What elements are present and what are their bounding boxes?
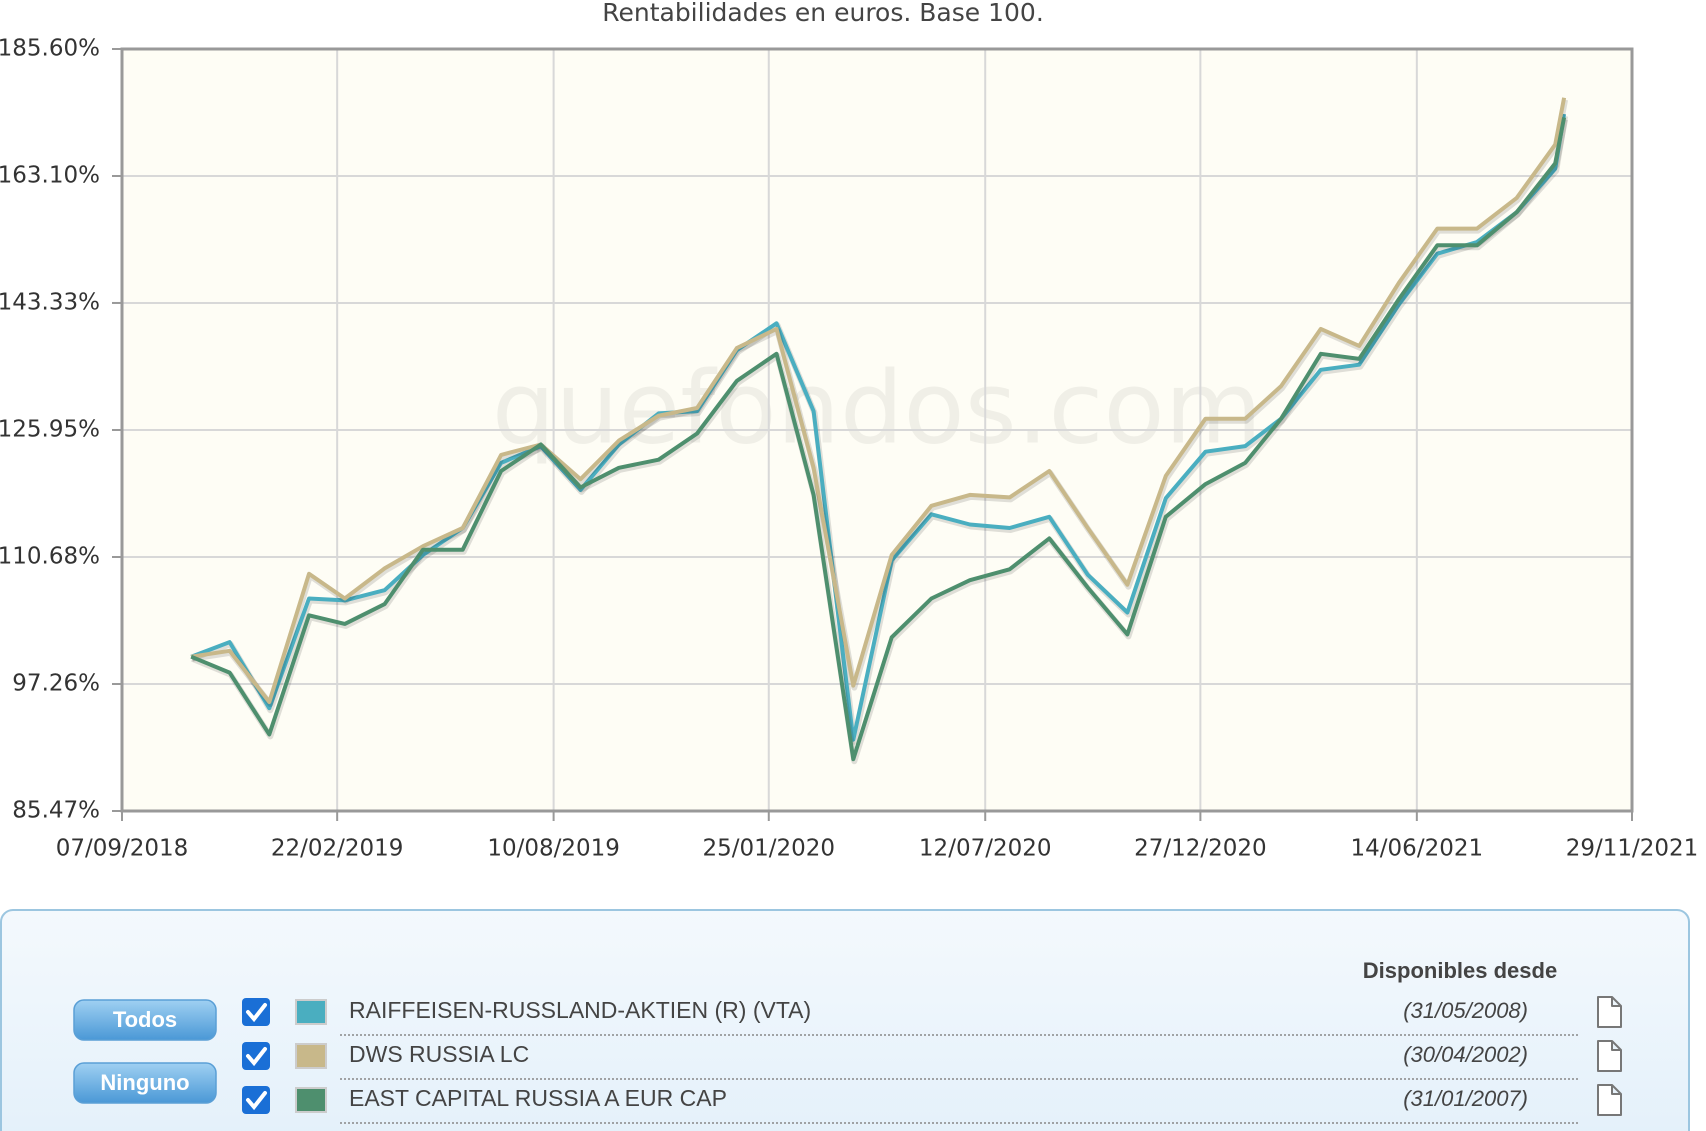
y-tick-label: 97.26%: [12, 671, 100, 697]
x-tick-label: 22/02/2019: [271, 836, 404, 862]
chart-title: Rentabilidades en euros. Base 100.: [602, 0, 1044, 27]
legend-swatch: [295, 999, 327, 1025]
plot-border: [120, 47, 1634, 813]
checkbox-tick[interactable]: [246, 1091, 267, 1111]
checkbox[interactable]: [242, 1042, 270, 1070]
x-tick-label: 10/08/2019: [487, 836, 620, 862]
x-tick-label: 07/09/2018: [56, 836, 189, 862]
legend-label: EAST CAPITAL RUSSIA A EUR CAP: [349, 1085, 727, 1111]
checkbox-tick[interactable]: [246, 1047, 267, 1067]
y-tick-label: 110.68%: [0, 543, 100, 569]
since-date: (31/01/2007): [1403, 1086, 1528, 1111]
x-tick-label: 25/01/2020: [702, 836, 835, 862]
legend-panel: [0, 909, 1690, 1131]
legend-header: Disponibles desde: [1363, 958, 1557, 983]
y-tick-label: 163.10%: [0, 162, 100, 188]
button-label[interactable]: Todos: [113, 1007, 177, 1032]
legend-swatch: [295, 1043, 327, 1069]
checkbox[interactable]: [242, 1086, 270, 1114]
series-line: [190, 97, 1567, 704]
y-tick-label: 143.33%: [0, 289, 100, 315]
x-tick-label: 29/11/2021: [1566, 836, 1699, 862]
checkbox-tick[interactable]: [246, 1003, 267, 1023]
button-label[interactable]: Ninguno: [100, 1070, 189, 1095]
y-tick-label: 185.60%: [0, 36, 100, 62]
doc-icon[interactable]: [1597, 1040, 1622, 1072]
checkbox[interactable]: [242, 998, 270, 1026]
doc-icon[interactable]: [1597, 1084, 1622, 1116]
y-tick-label: 85.47%: [12, 798, 100, 824]
button[interactable]: Todos: [73, 999, 217, 1041]
x-tick-label: 27/12/2020: [1134, 836, 1267, 862]
y-tick-label: 125.95%: [0, 416, 100, 442]
watermark: quefondos.com: [492, 349, 1262, 466]
since-date: (31/05/2008): [1403, 998, 1528, 1023]
legend-label: DWS RUSSIA LC: [349, 1041, 529, 1067]
button-bg[interactable]: [73, 999, 217, 1041]
since-date: (30/04/2002): [1403, 1042, 1528, 1067]
legend-swatch: [295, 1087, 327, 1113]
legend-label: RAIFFEISEN-RUSSLAND-AKTIEN (R) (VTA): [349, 997, 811, 1023]
series-line: [190, 117, 1567, 762]
x-tick-label: 12/07/2020: [919, 836, 1052, 862]
doc-icon[interactable]: [1597, 996, 1622, 1028]
x-tick-label: 14/06/2021: [1351, 836, 1484, 862]
button-bg[interactable]: [73, 1062, 217, 1104]
button[interactable]: Ninguno: [73, 1062, 217, 1104]
